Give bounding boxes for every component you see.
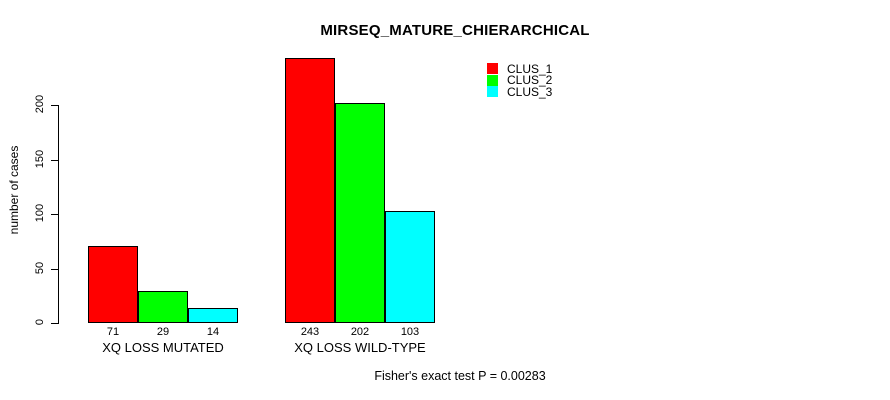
y-axis-tick — [51, 105, 58, 106]
legend-swatch-icon — [487, 86, 498, 98]
caption-fisher-test: Fisher's exact test P = 0.00283 — [374, 369, 546, 383]
chart-title: MIRSEQ_MATURE_CHIERARCHICAL — [320, 22, 590, 39]
bar-value-label: 29 — [156, 326, 170, 338]
bar-value-label: 202 — [350, 326, 370, 338]
y-axis-tick — [51, 268, 58, 270]
legend-label: CLUS_1 — [507, 61, 553, 76]
y-axis-tick — [51, 214, 58, 215]
bar-value-label: 103 — [400, 326, 420, 338]
x-category-label: XQ LOSS WILD-TYPE — [294, 340, 426, 355]
y-axis-label: number of cases — [7, 145, 21, 235]
bar-clus_2-group1 — [138, 291, 188, 323]
legend-swatch-icon — [487, 74, 498, 86]
legend-item-clus_1: CLUS_1 — [487, 61, 553, 76]
legend-label: CLUS_2 — [507, 73, 553, 88]
y-axis-tick-label: 100 — [34, 203, 46, 223]
y-axis-line — [58, 105, 59, 324]
legend-swatch-icon — [487, 63, 498, 75]
bar-clus_3-group2 — [385, 210, 435, 323]
y-axis-tick — [51, 159, 58, 161]
x-category-label: XQ LOSS MUTATED — [102, 340, 224, 355]
y-axis-tick — [51, 323, 58, 324]
y-axis-tick-label: 0 — [34, 318, 46, 326]
bar-clus_1-group2 — [285, 58, 335, 323]
y-axis-tick-label: 150 — [34, 149, 46, 168]
y-axis-tick-label: 200 — [34, 94, 46, 114]
bar-value-label: 71 — [106, 326, 120, 338]
bar-clus_2-group2 — [335, 102, 385, 323]
legend-item-clus_3: CLUS_3 — [487, 84, 553, 99]
legend: CLUS_1 CLUS_2 CLUS_3 — [487, 61, 553, 99]
legend-label: CLUS_3 — [507, 84, 553, 99]
bar-clus_3-group1 — [188, 307, 238, 323]
bar-value-label: 243 — [300, 326, 320, 338]
legend-item-clus_2: CLUS_2 — [487, 73, 553, 88]
y-axis-tick-label: 50 — [34, 261, 46, 274]
bar-clus_1-group1 — [88, 245, 138, 323]
bar-value-label: 14 — [206, 326, 220, 338]
